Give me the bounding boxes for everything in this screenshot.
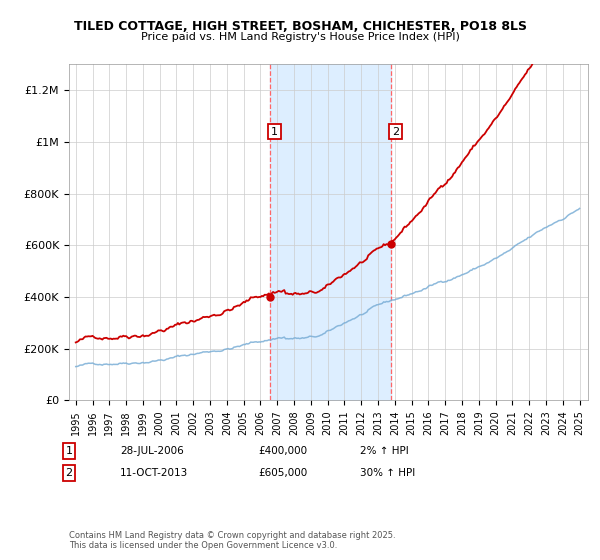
Text: 11-OCT-2013: 11-OCT-2013 bbox=[120, 468, 188, 478]
Text: 2% ↑ HPI: 2% ↑ HPI bbox=[360, 446, 409, 456]
Text: 28-JUL-2006: 28-JUL-2006 bbox=[120, 446, 184, 456]
Text: Contains HM Land Registry data © Crown copyright and database right 2025.
This d: Contains HM Land Registry data © Crown c… bbox=[69, 530, 395, 550]
Text: 1: 1 bbox=[271, 127, 278, 137]
Text: £400,000: £400,000 bbox=[258, 446, 307, 456]
Text: Price paid vs. HM Land Registry's House Price Index (HPI): Price paid vs. HM Land Registry's House … bbox=[140, 32, 460, 43]
Text: 1: 1 bbox=[65, 446, 73, 456]
Text: £605,000: £605,000 bbox=[258, 468, 307, 478]
Text: 30% ↑ HPI: 30% ↑ HPI bbox=[360, 468, 415, 478]
Text: 2: 2 bbox=[65, 468, 73, 478]
Text: 2: 2 bbox=[392, 127, 399, 137]
Text: TILED COTTAGE, HIGH STREET, BOSHAM, CHICHESTER, PO18 8LS: TILED COTTAGE, HIGH STREET, BOSHAM, CHIC… bbox=[74, 20, 527, 32]
